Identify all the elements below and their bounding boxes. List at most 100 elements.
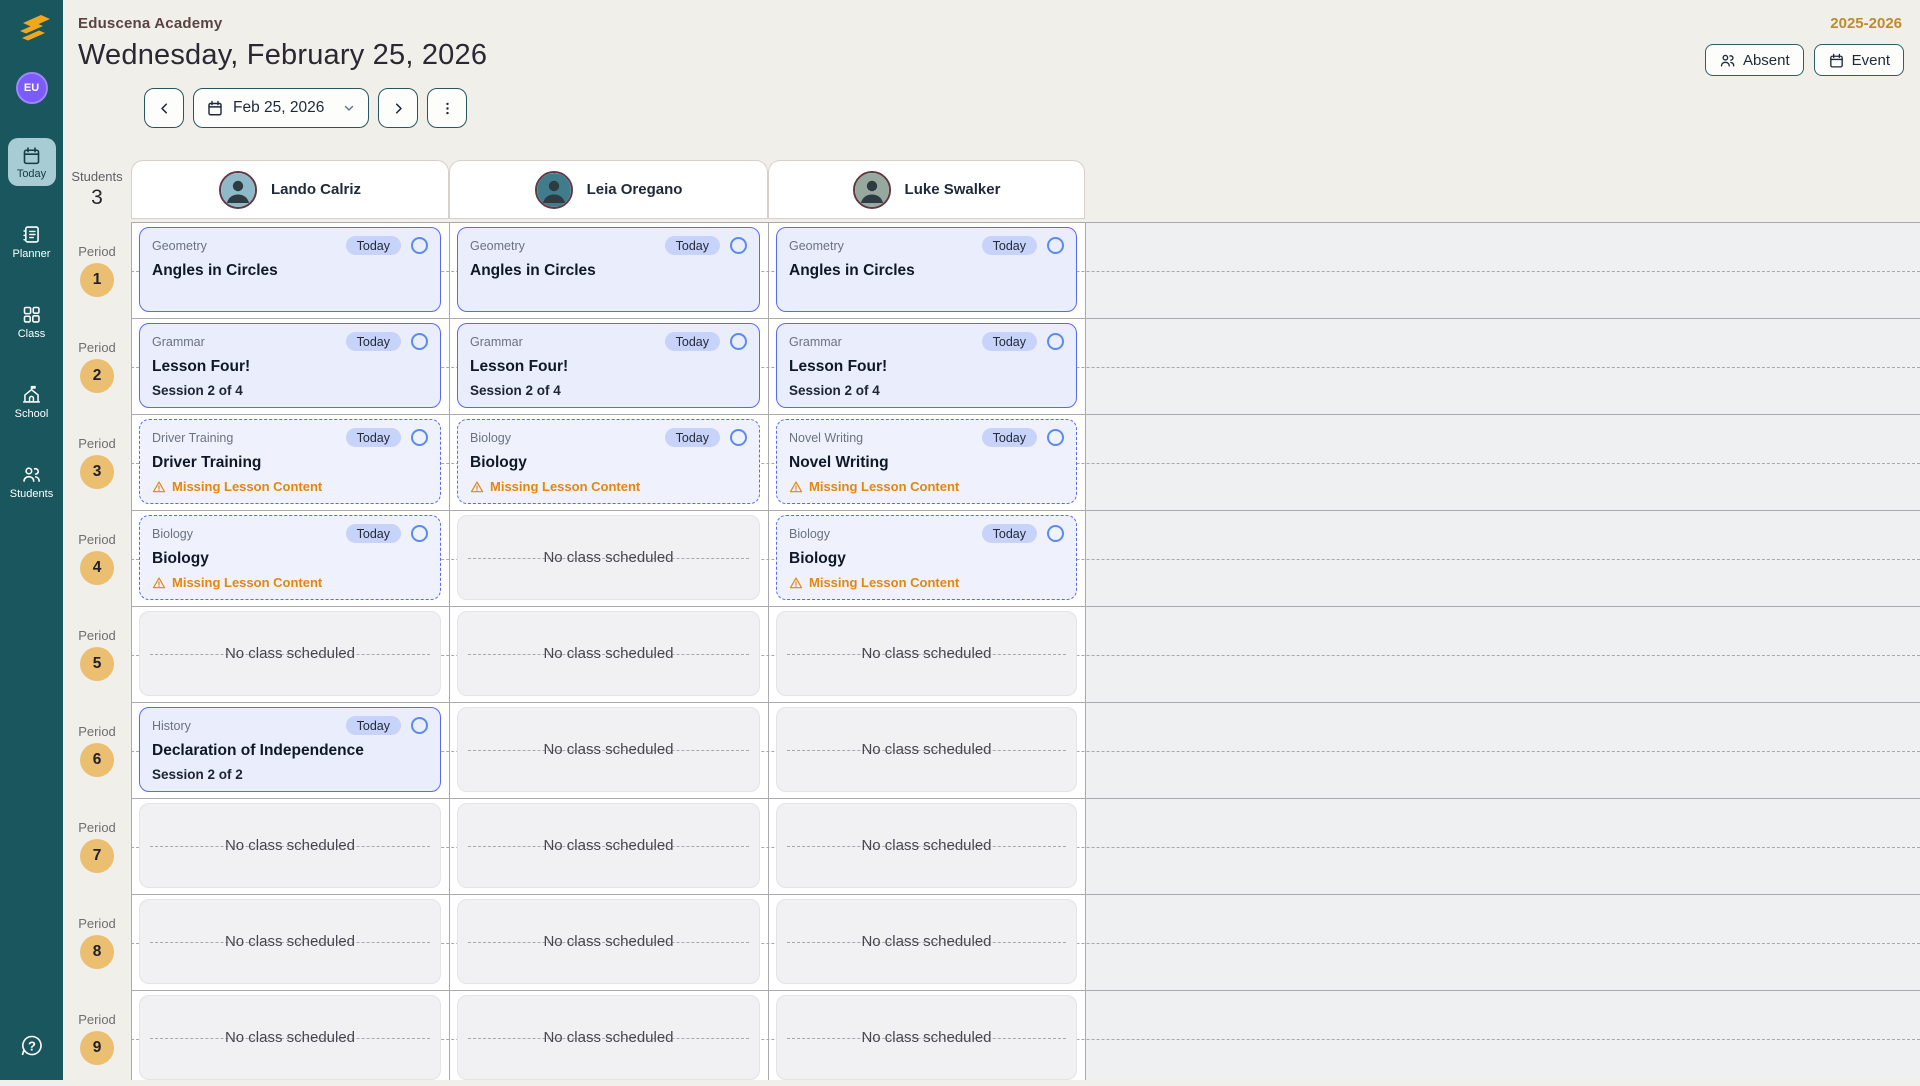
no-class-label: No class scheduled: [543, 645, 673, 662]
lesson-title: Novel Writing: [789, 454, 1064, 472]
today-badge: Today: [346, 236, 401, 255]
lesson-title: Lesson Four!: [152, 358, 428, 376]
lesson-subject: Biology: [152, 527, 193, 541]
lesson-title: Declaration of Independence: [152, 742, 428, 760]
today-badge: Today: [346, 524, 401, 543]
prev-day-button[interactable]: [144, 88, 184, 128]
sidebar-item-class[interactable]: Class: [7, 298, 57, 346]
period-number: 4: [80, 551, 114, 585]
sidebar-nav: Today Planner Class School: [7, 138, 57, 506]
student-header-card[interactable]: Luke Swalker: [768, 160, 1085, 219]
today-badge: Today: [665, 236, 720, 255]
student-avatar: [219, 171, 257, 209]
event-button[interactable]: Event: [1814, 44, 1904, 76]
chevron-down-icon: [342, 101, 356, 115]
no-class-label: No class scheduled: [225, 837, 355, 854]
no-class-label: No class scheduled: [543, 933, 673, 950]
warning-icon: [152, 480, 166, 494]
period-word: Period: [78, 532, 116, 547]
planner-icon: [21, 224, 42, 245]
help-button[interactable]: ?: [19, 1033, 45, 1064]
today-badge: Today: [346, 428, 401, 447]
student-name: Lando Calriz: [271, 181, 361, 198]
lesson-title: Biology: [789, 550, 1064, 568]
complete-lesson-circle[interactable]: [411, 525, 428, 542]
sidebar-item-school[interactable]: School: [7, 378, 57, 426]
today-badge: Today: [665, 428, 720, 447]
complete-lesson-circle[interactable]: [730, 333, 747, 350]
sidebar-item-planner[interactable]: Planner: [7, 218, 57, 266]
lesson-subject: Driver Training: [152, 431, 233, 445]
user-avatar[interactable]: EU: [16, 72, 48, 104]
no-class-label: No class scheduled: [861, 1029, 991, 1046]
absent-button[interactable]: Absent: [1705, 44, 1804, 76]
complete-lesson-circle[interactable]: [730, 237, 747, 254]
people-icon: [1719, 52, 1736, 69]
complete-lesson-circle[interactable]: [1047, 237, 1064, 254]
svg-text:?: ?: [28, 1039, 36, 1054]
period-number: 9: [80, 1031, 114, 1065]
missing-lesson-warning: Missing Lesson Content: [152, 575, 428, 590]
next-day-button[interactable]: [378, 88, 418, 128]
kebab-menu-icon: [439, 100, 456, 117]
school-icon: [21, 384, 42, 405]
no-class-label: No class scheduled: [543, 837, 673, 854]
lesson-subject: Novel Writing: [789, 431, 863, 445]
today-badge: Today: [982, 524, 1037, 543]
empty-cell: No class scheduled: [457, 707, 760, 792]
today-badge: Today: [665, 332, 720, 351]
no-class-label: No class scheduled: [225, 1029, 355, 1046]
complete-lesson-circle[interactable]: [411, 333, 428, 350]
missing-lesson-warning: Missing Lesson Content: [789, 479, 1064, 494]
lesson-subject: Grammar: [152, 335, 205, 349]
complete-lesson-circle[interactable]: [1047, 333, 1064, 350]
complete-lesson-circle[interactable]: [730, 429, 747, 446]
student-header-card[interactable]: Leia Oregano: [449, 160, 768, 219]
session-progress: Session 2 of 4: [470, 383, 747, 398]
period-word: Period: [78, 244, 116, 259]
sidebar-item-today[interactable]: Today: [8, 138, 56, 186]
lesson-card[interactable]: Geometry Today Angles in Circles: [139, 227, 441, 312]
students-icon: [21, 464, 42, 485]
lesson-card[interactable]: Biology Today Biology Missing Lesson Conten…: [139, 515, 441, 600]
missing-lesson-warning: Missing Lesson Content: [470, 479, 747, 494]
lesson-subject: Geometry: [789, 239, 844, 253]
lesson-title: Angles in Circles: [152, 262, 428, 280]
period-word: Period: [78, 340, 116, 355]
calendar-icon: [21, 145, 42, 166]
empty-cell: No class scheduled: [139, 995, 441, 1080]
empty-cell: No class scheduled: [776, 707, 1077, 792]
empty-cell: No class scheduled: [139, 899, 441, 984]
complete-lesson-circle[interactable]: [411, 717, 428, 734]
complete-lesson-circle[interactable]: [411, 429, 428, 446]
missing-lesson-warning: Missing Lesson Content: [789, 575, 1064, 590]
date-picker[interactable]: Feb 25, 2026: [193, 88, 369, 128]
session-progress: Session 2 of 4: [789, 383, 1064, 398]
more-options-button[interactable]: [427, 88, 467, 128]
complete-lesson-circle[interactable]: [1047, 525, 1064, 542]
lesson-subject: Grammar: [470, 335, 523, 349]
complete-lesson-circle[interactable]: [1047, 429, 1064, 446]
lesson-subject: Geometry: [152, 239, 207, 253]
session-progress: Session 2 of 2: [152, 767, 428, 782]
lesson-title: Biology: [152, 550, 428, 568]
warning-icon: [789, 576, 803, 590]
student-header-card[interactable]: Lando Calriz: [131, 160, 449, 219]
app-logo-icon: [10, 10, 54, 50]
complete-lesson-circle[interactable]: [411, 237, 428, 254]
empty-cell: No class scheduled: [139, 611, 441, 696]
sidebar-item-students[interactable]: Students: [7, 458, 57, 506]
empty-cell: No class scheduled: [776, 803, 1077, 888]
chevron-left-icon: [156, 100, 173, 117]
